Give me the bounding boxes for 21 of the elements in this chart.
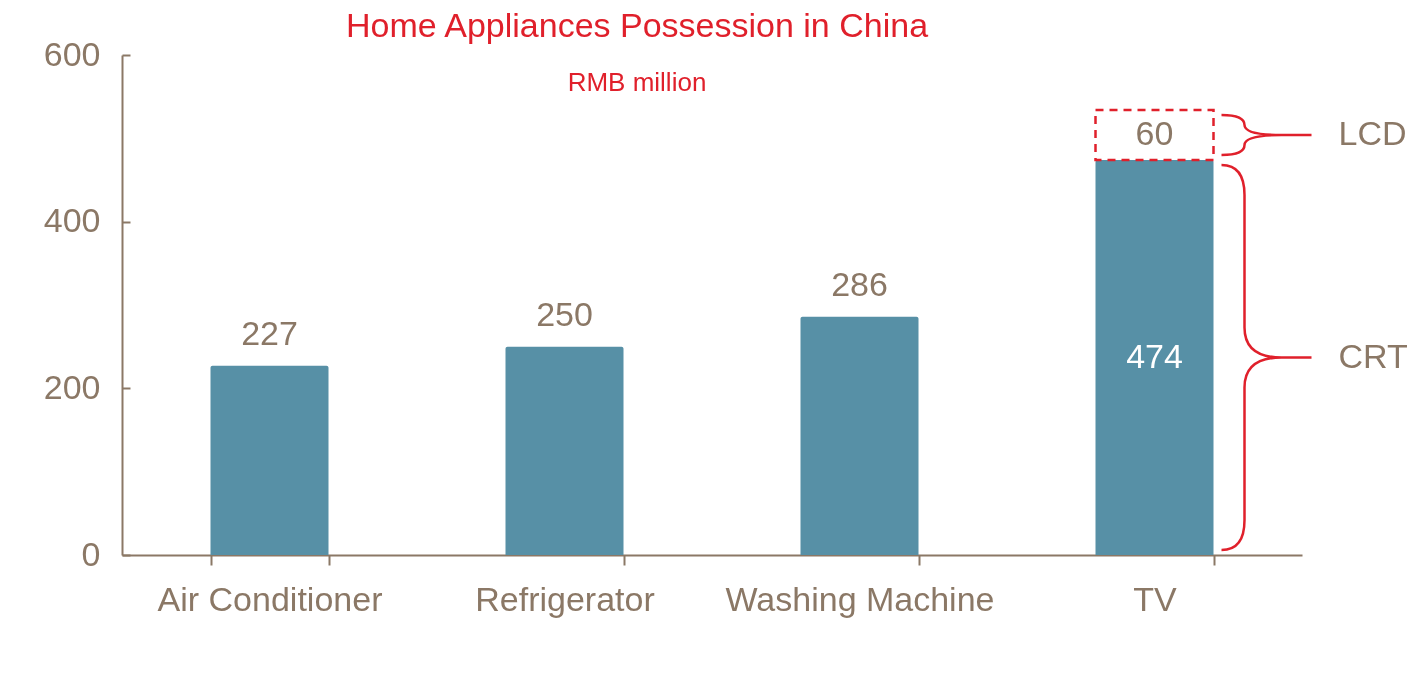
text: RMB million	[567, 67, 707, 97]
chart-title: Home Appliances Possession in China	[345, 6, 929, 44]
y-tick-label: 200	[43, 367, 101, 406]
legend-label: LCD	[1338, 114, 1407, 152]
bar	[210, 365, 329, 555]
data-label: 474	[1126, 336, 1183, 375]
data-label: 227	[241, 313, 298, 352]
data-label: 60	[1135, 114, 1174, 152]
bar	[1095, 160, 1214, 555]
text: CRT	[1338, 336, 1408, 375]
y-tick-label: 600	[43, 34, 101, 73]
x-tick-label: TV	[1133, 579, 1178, 618]
y-tick-label: 0	[81, 534, 101, 573]
data-label: 286	[831, 264, 888, 303]
bar	[505, 346, 624, 555]
x-tick-label: Washing Machine	[725, 579, 995, 618]
y-tick-label: 400	[43, 201, 101, 240]
x-tick-label: Air Conditioner	[157, 579, 383, 618]
x-tick-label: Refrigerator	[475, 579, 655, 618]
bar	[800, 316, 919, 555]
data-label: 250	[536, 294, 593, 333]
